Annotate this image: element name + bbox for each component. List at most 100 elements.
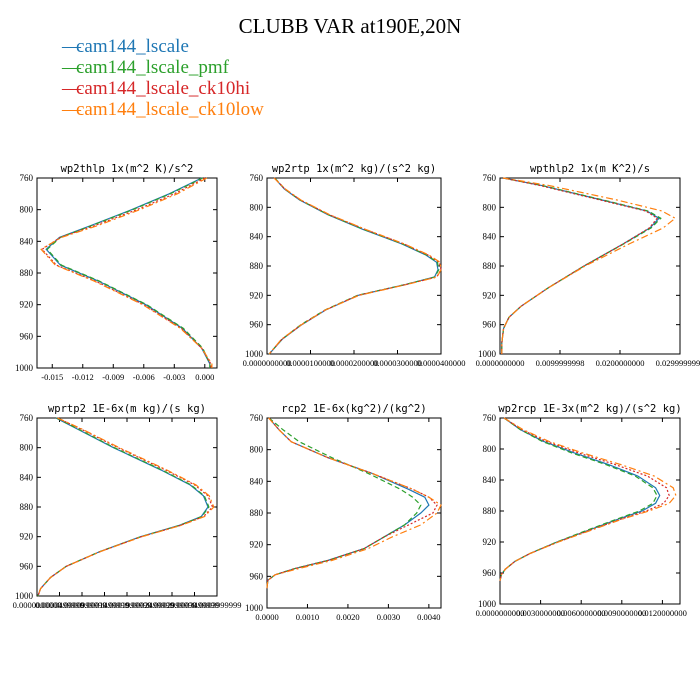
y-tick-label: 920 bbox=[483, 290, 497, 300]
panel-title: wp2thlp 1x(m^2 K)/s^2 bbox=[61, 163, 194, 175]
series-line bbox=[37, 417, 214, 597]
x-tick-label: -0.015 bbox=[41, 372, 63, 382]
legend: —cam144_lscale —cam144_lscale_pmf —cam14… bbox=[62, 36, 264, 120]
series-line bbox=[499, 417, 677, 581]
x-tick-label: -0.012 bbox=[72, 372, 94, 382]
y-tick-label: 760 bbox=[250, 173, 264, 183]
y-tick-label: 800 bbox=[483, 444, 497, 454]
x-tick-label: -0.003 bbox=[163, 372, 185, 382]
series-line bbox=[266, 417, 422, 589]
legend-item: —cam144_lscale bbox=[62, 36, 264, 57]
panel-title: wp2rcp 1E-3x(m^2 kg)/(s^2 kg) bbox=[498, 403, 681, 415]
x-tick-label: 0.0000200000 bbox=[330, 358, 379, 368]
y-tick-label: 960 bbox=[20, 331, 34, 341]
y-tick-label: 840 bbox=[20, 236, 34, 246]
y-tick-label: 1000 bbox=[478, 599, 497, 609]
y-tick-label: 920 bbox=[483, 537, 497, 547]
series-line bbox=[37, 417, 209, 597]
y-tick-label: 800 bbox=[250, 445, 264, 455]
panel: rcp2 1E-6x(kg^2)/(kg^2) 760 800 840 880 920 96… bbox=[245, 403, 442, 622]
x-tick-label: 0.0040 bbox=[417, 612, 440, 622]
panel-title: rcp2 1E-6x(kg^2)/(kg^2) bbox=[281, 403, 426, 415]
panel: wp2rcp 1E-3x(m^2 kg)/(s^2 kg)760 800 840 88… bbox=[476, 403, 687, 618]
series-line bbox=[266, 417, 438, 589]
panel: wp2thlp 1x(m^2 K)/s^2 760 800 840 880 920 960 1… bbox=[15, 163, 218, 382]
y-tick-label: 800 bbox=[483, 202, 497, 212]
y-tick-label: 1000 bbox=[15, 363, 34, 373]
series-line bbox=[45, 177, 211, 368]
y-tick-label: 960 bbox=[483, 320, 497, 330]
panel-frame bbox=[36, 417, 218, 597]
series-line bbox=[499, 417, 670, 581]
x-tick-label: -0.009 bbox=[102, 372, 124, 382]
x-tick-label: 0.0000400000 bbox=[417, 358, 466, 368]
y-tick-label: 760 bbox=[250, 413, 264, 423]
x-tick-label: 0.0299999990 bbox=[656, 358, 700, 368]
legend-item: —cam144_lscale_ck10low bbox=[62, 99, 264, 120]
x-tick-label: 0.0000300000 bbox=[373, 358, 422, 368]
y-tick-label: 800 bbox=[20, 443, 34, 453]
y-tick-label: 760 bbox=[20, 173, 34, 183]
y-tick-label: 760 bbox=[483, 173, 497, 183]
x-tick-label: 0.0099999998 bbox=[536, 358, 585, 368]
y-tick-label: 760 bbox=[20, 413, 34, 423]
x-tick-label: 0.0090000000 bbox=[597, 608, 646, 618]
x-tick-label: 0.0002499999 bbox=[125, 600, 174, 610]
x-tick-label: 0.0000 bbox=[255, 612, 278, 622]
y-tick-label: 840 bbox=[20, 472, 34, 482]
x-tick-label: 0.0000000000 bbox=[243, 358, 292, 368]
x-tick-label: 0.0000499999 bbox=[35, 600, 84, 610]
x-tick-label: 0.0030000000 bbox=[516, 608, 565, 618]
x-tick-label: 0.0060000000 bbox=[557, 608, 606, 618]
y-tick-label: 1000 bbox=[478, 349, 497, 359]
legend-label: cam144_lscale_pmf bbox=[76, 57, 230, 78]
y-tick-label: 880 bbox=[483, 261, 497, 271]
panel: wpthlp2 1x(m K^2)/s 760 800 840 880 920 960 100… bbox=[476, 163, 700, 368]
x-tick-label: 0.0002999999 bbox=[148, 600, 197, 610]
panel-frame bbox=[36, 177, 218, 369]
panel: wprtp2 1E-6x(m kg)/(s kg) 760 800 840 880 920… bbox=[13, 403, 242, 610]
series-line bbox=[41, 177, 212, 368]
x-tick-label: -0.006 bbox=[133, 372, 155, 382]
y-tick-label: 880 bbox=[20, 268, 34, 278]
x-tick-label: 0.0200000000 bbox=[596, 358, 645, 368]
y-tick-label: 880 bbox=[250, 261, 264, 271]
panel-title: wp2rtp 1x(m^2 kg)/(s^2 kg) bbox=[272, 163, 436, 175]
series-line bbox=[266, 417, 442, 589]
panel-frame bbox=[266, 177, 442, 355]
x-tick-label: 0.0120000000 bbox=[638, 608, 687, 618]
y-tick-label: 880 bbox=[250, 508, 264, 518]
x-tick-label: 0.0000000000 bbox=[476, 358, 525, 368]
x-tick-label: 0.0020 bbox=[336, 612, 359, 622]
y-tick-label: 1000 bbox=[15, 591, 34, 601]
series-line bbox=[268, 177, 439, 355]
y-tick-label: 760 bbox=[483, 413, 497, 423]
y-tick-label: 800 bbox=[250, 202, 264, 212]
x-tick-label: 0.0000000000 bbox=[13, 600, 62, 610]
y-tick-label: 960 bbox=[20, 561, 34, 571]
x-tick-label: 0.0001999999 bbox=[103, 600, 152, 610]
y-tick-label: 960 bbox=[483, 568, 497, 578]
y-tick-label: 840 bbox=[483, 475, 497, 485]
series-line bbox=[268, 177, 440, 355]
panel-title: wpthlp2 1x(m K^2)/s bbox=[530, 163, 650, 175]
y-tick-label: 960 bbox=[250, 320, 264, 330]
panel-frame bbox=[266, 417, 442, 609]
panel-frame bbox=[499, 177, 681, 355]
series-line bbox=[266, 417, 430, 589]
series-line bbox=[37, 417, 215, 597]
y-tick-label: 920 bbox=[250, 290, 264, 300]
panel-frame bbox=[499, 417, 681, 605]
x-tick-label: 0.0003499999 bbox=[170, 600, 219, 610]
x-tick-label: 0.0000999999 bbox=[58, 600, 107, 610]
series-line bbox=[268, 177, 442, 355]
y-tick-label: 1000 bbox=[245, 349, 264, 359]
y-tick-label: 880 bbox=[483, 506, 497, 516]
y-tick-label: 920 bbox=[250, 540, 264, 550]
y-tick-label: 840 bbox=[250, 476, 264, 486]
y-tick-label: 920 bbox=[20, 300, 34, 310]
x-tick-label: 0.0010 bbox=[296, 612, 319, 622]
y-tick-label: 920 bbox=[20, 532, 34, 542]
page-title: CLUBB VAR at190E,20N bbox=[238, 14, 462, 38]
